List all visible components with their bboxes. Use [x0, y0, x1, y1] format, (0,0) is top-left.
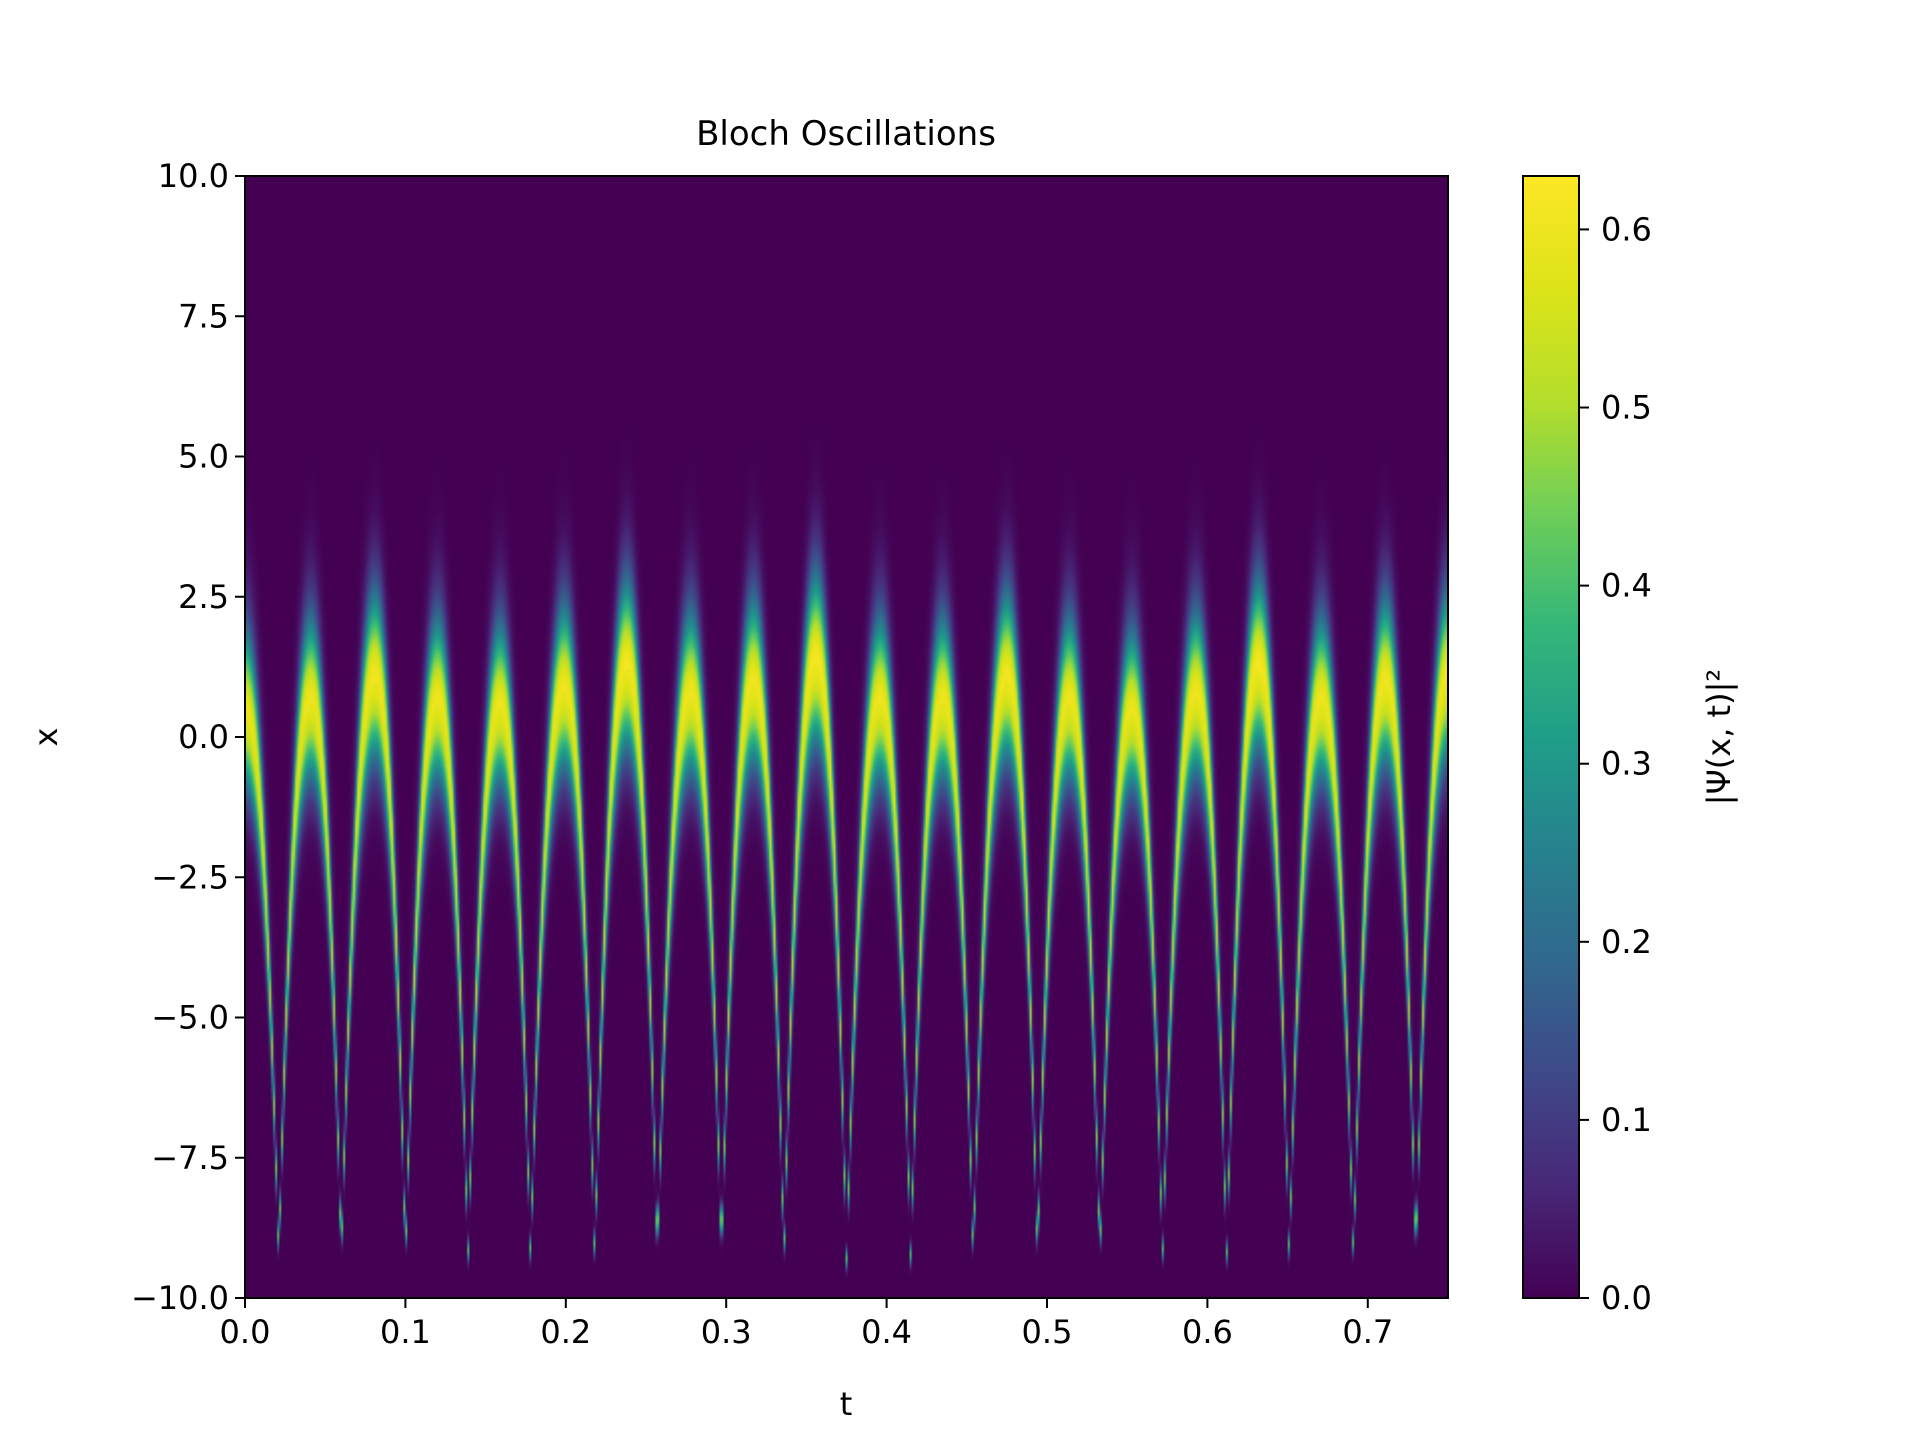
- x-tick-label: 0.5: [1022, 1313, 1073, 1351]
- colorbar-tick-label: 0.2: [1601, 923, 1652, 961]
- y-tick-label: 10.0: [158, 157, 229, 195]
- y-tick-label: −10.0: [131, 1279, 229, 1317]
- y-axis-label: x: [27, 728, 65, 747]
- colorbar-tick-label: 0.1: [1601, 1101, 1652, 1139]
- colorbar-tick-label: 0.6: [1601, 210, 1652, 248]
- y-tick-label: 7.5: [178, 297, 229, 335]
- x-tick-label: 0.0: [220, 1313, 271, 1351]
- colorbar-tick-label: 0.3: [1601, 745, 1652, 783]
- y-tick-label: −2.5: [151, 858, 229, 896]
- y-tick-label: −7.5: [151, 1139, 229, 1177]
- x-tick-label: 0.2: [540, 1313, 591, 1351]
- y-axis: 10.0 7.5 5.0 2.5 0.0 −2.5 −5.0 −7.5 −10.0: [131, 157, 245, 1317]
- colorbar-ticks: 0.0 0.1 0.2 0.3 0.4 0.5 0.6: [1579, 210, 1652, 1317]
- x-tick-label: 0.6: [1182, 1313, 1233, 1351]
- y-tick-label: 0.0: [178, 718, 229, 756]
- colorbar: 0.0 0.1 0.2 0.3 0.4 0.5 0.6 |Ψ(x, t)|²: [1522, 175, 1738, 1317]
- heatmap-plot-area: [244, 175, 1449, 1299]
- heatmap-image: [245, 176, 1448, 1298]
- chart-title: Bloch Oscillations: [696, 114, 996, 154]
- x-tick-label: 0.4: [861, 1313, 912, 1351]
- y-tick-label: −5.0: [151, 999, 229, 1037]
- x-axis: 0.0 0.1 0.2 0.3 0.4 0.5 0.6 0.7: [220, 1298, 1393, 1351]
- x-tick-label: 0.3: [701, 1313, 752, 1351]
- x-tick-label: 0.7: [1342, 1313, 1393, 1351]
- colorbar-tick-label: 0.0: [1601, 1279, 1652, 1317]
- x-tick-label: 0.1: [380, 1313, 431, 1351]
- colorbar-gradient: [1522, 175, 1580, 1299]
- colorbar-tick-label: 0.4: [1601, 567, 1652, 605]
- y-tick-label: 5.0: [178, 438, 229, 476]
- y-tick-label: 2.5: [178, 578, 229, 616]
- colorbar-tick-label: 0.5: [1601, 389, 1652, 427]
- x-axis-label: t: [840, 1385, 853, 1423]
- colorbar-label: |Ψ(x, t)|²: [1700, 669, 1738, 805]
